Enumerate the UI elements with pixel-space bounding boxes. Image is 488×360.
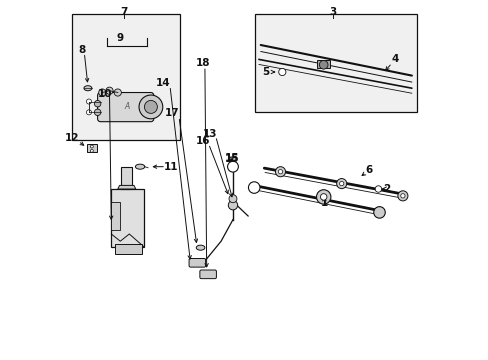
Text: 2: 2 <box>383 184 390 194</box>
Text: 7: 7 <box>120 6 127 17</box>
Bar <box>111 189 143 247</box>
Text: 17: 17 <box>165 108 180 118</box>
Circle shape <box>106 87 113 94</box>
Ellipse shape <box>84 86 92 91</box>
Circle shape <box>336 179 346 189</box>
Circle shape <box>228 195 237 203</box>
Bar <box>317 60 329 68</box>
Circle shape <box>400 194 404 198</box>
Circle shape <box>373 207 385 218</box>
Circle shape <box>275 167 285 177</box>
Circle shape <box>278 68 285 76</box>
Circle shape <box>227 161 238 172</box>
Circle shape <box>90 145 93 148</box>
Circle shape <box>86 99 91 104</box>
Text: 11: 11 <box>163 162 178 172</box>
FancyBboxPatch shape <box>98 93 153 122</box>
Bar <box>121 167 132 189</box>
Circle shape <box>139 95 163 119</box>
Circle shape <box>144 100 157 113</box>
Text: 16: 16 <box>196 136 210 146</box>
Circle shape <box>248 182 260 193</box>
Text: 15: 15 <box>224 153 239 163</box>
Bar <box>111 202 120 230</box>
Bar <box>87 144 97 152</box>
Circle shape <box>374 186 381 192</box>
Text: 15: 15 <box>224 154 239 164</box>
Circle shape <box>228 201 237 210</box>
Ellipse shape <box>135 164 144 169</box>
Text: 10: 10 <box>98 89 112 99</box>
Bar <box>72 14 179 140</box>
Circle shape <box>319 60 327 69</box>
Circle shape <box>94 100 101 107</box>
Text: 1: 1 <box>320 198 327 208</box>
Polygon shape <box>118 185 136 189</box>
Text: 5: 5 <box>261 67 268 77</box>
FancyBboxPatch shape <box>189 258 205 267</box>
Circle shape <box>278 170 282 174</box>
Ellipse shape <box>196 245 204 250</box>
Circle shape <box>114 89 121 96</box>
Circle shape <box>320 194 326 200</box>
Text: 14: 14 <box>156 78 170 88</box>
Text: 13: 13 <box>203 129 217 139</box>
Bar <box>115 244 142 254</box>
Circle shape <box>86 110 91 115</box>
Circle shape <box>94 109 101 116</box>
Text: A: A <box>124 103 130 112</box>
Text: 18: 18 <box>196 58 210 68</box>
Circle shape <box>90 149 93 152</box>
Circle shape <box>339 181 343 186</box>
Text: 12: 12 <box>65 132 80 143</box>
Circle shape <box>397 191 407 201</box>
Text: 9: 9 <box>117 33 123 43</box>
FancyBboxPatch shape <box>200 270 216 279</box>
Bar <box>255 14 416 112</box>
Text: 4: 4 <box>390 54 398 64</box>
Circle shape <box>316 190 330 204</box>
Text: 3: 3 <box>328 6 336 17</box>
Circle shape <box>99 89 106 96</box>
Text: 8: 8 <box>78 45 85 55</box>
Text: 6: 6 <box>365 165 371 175</box>
